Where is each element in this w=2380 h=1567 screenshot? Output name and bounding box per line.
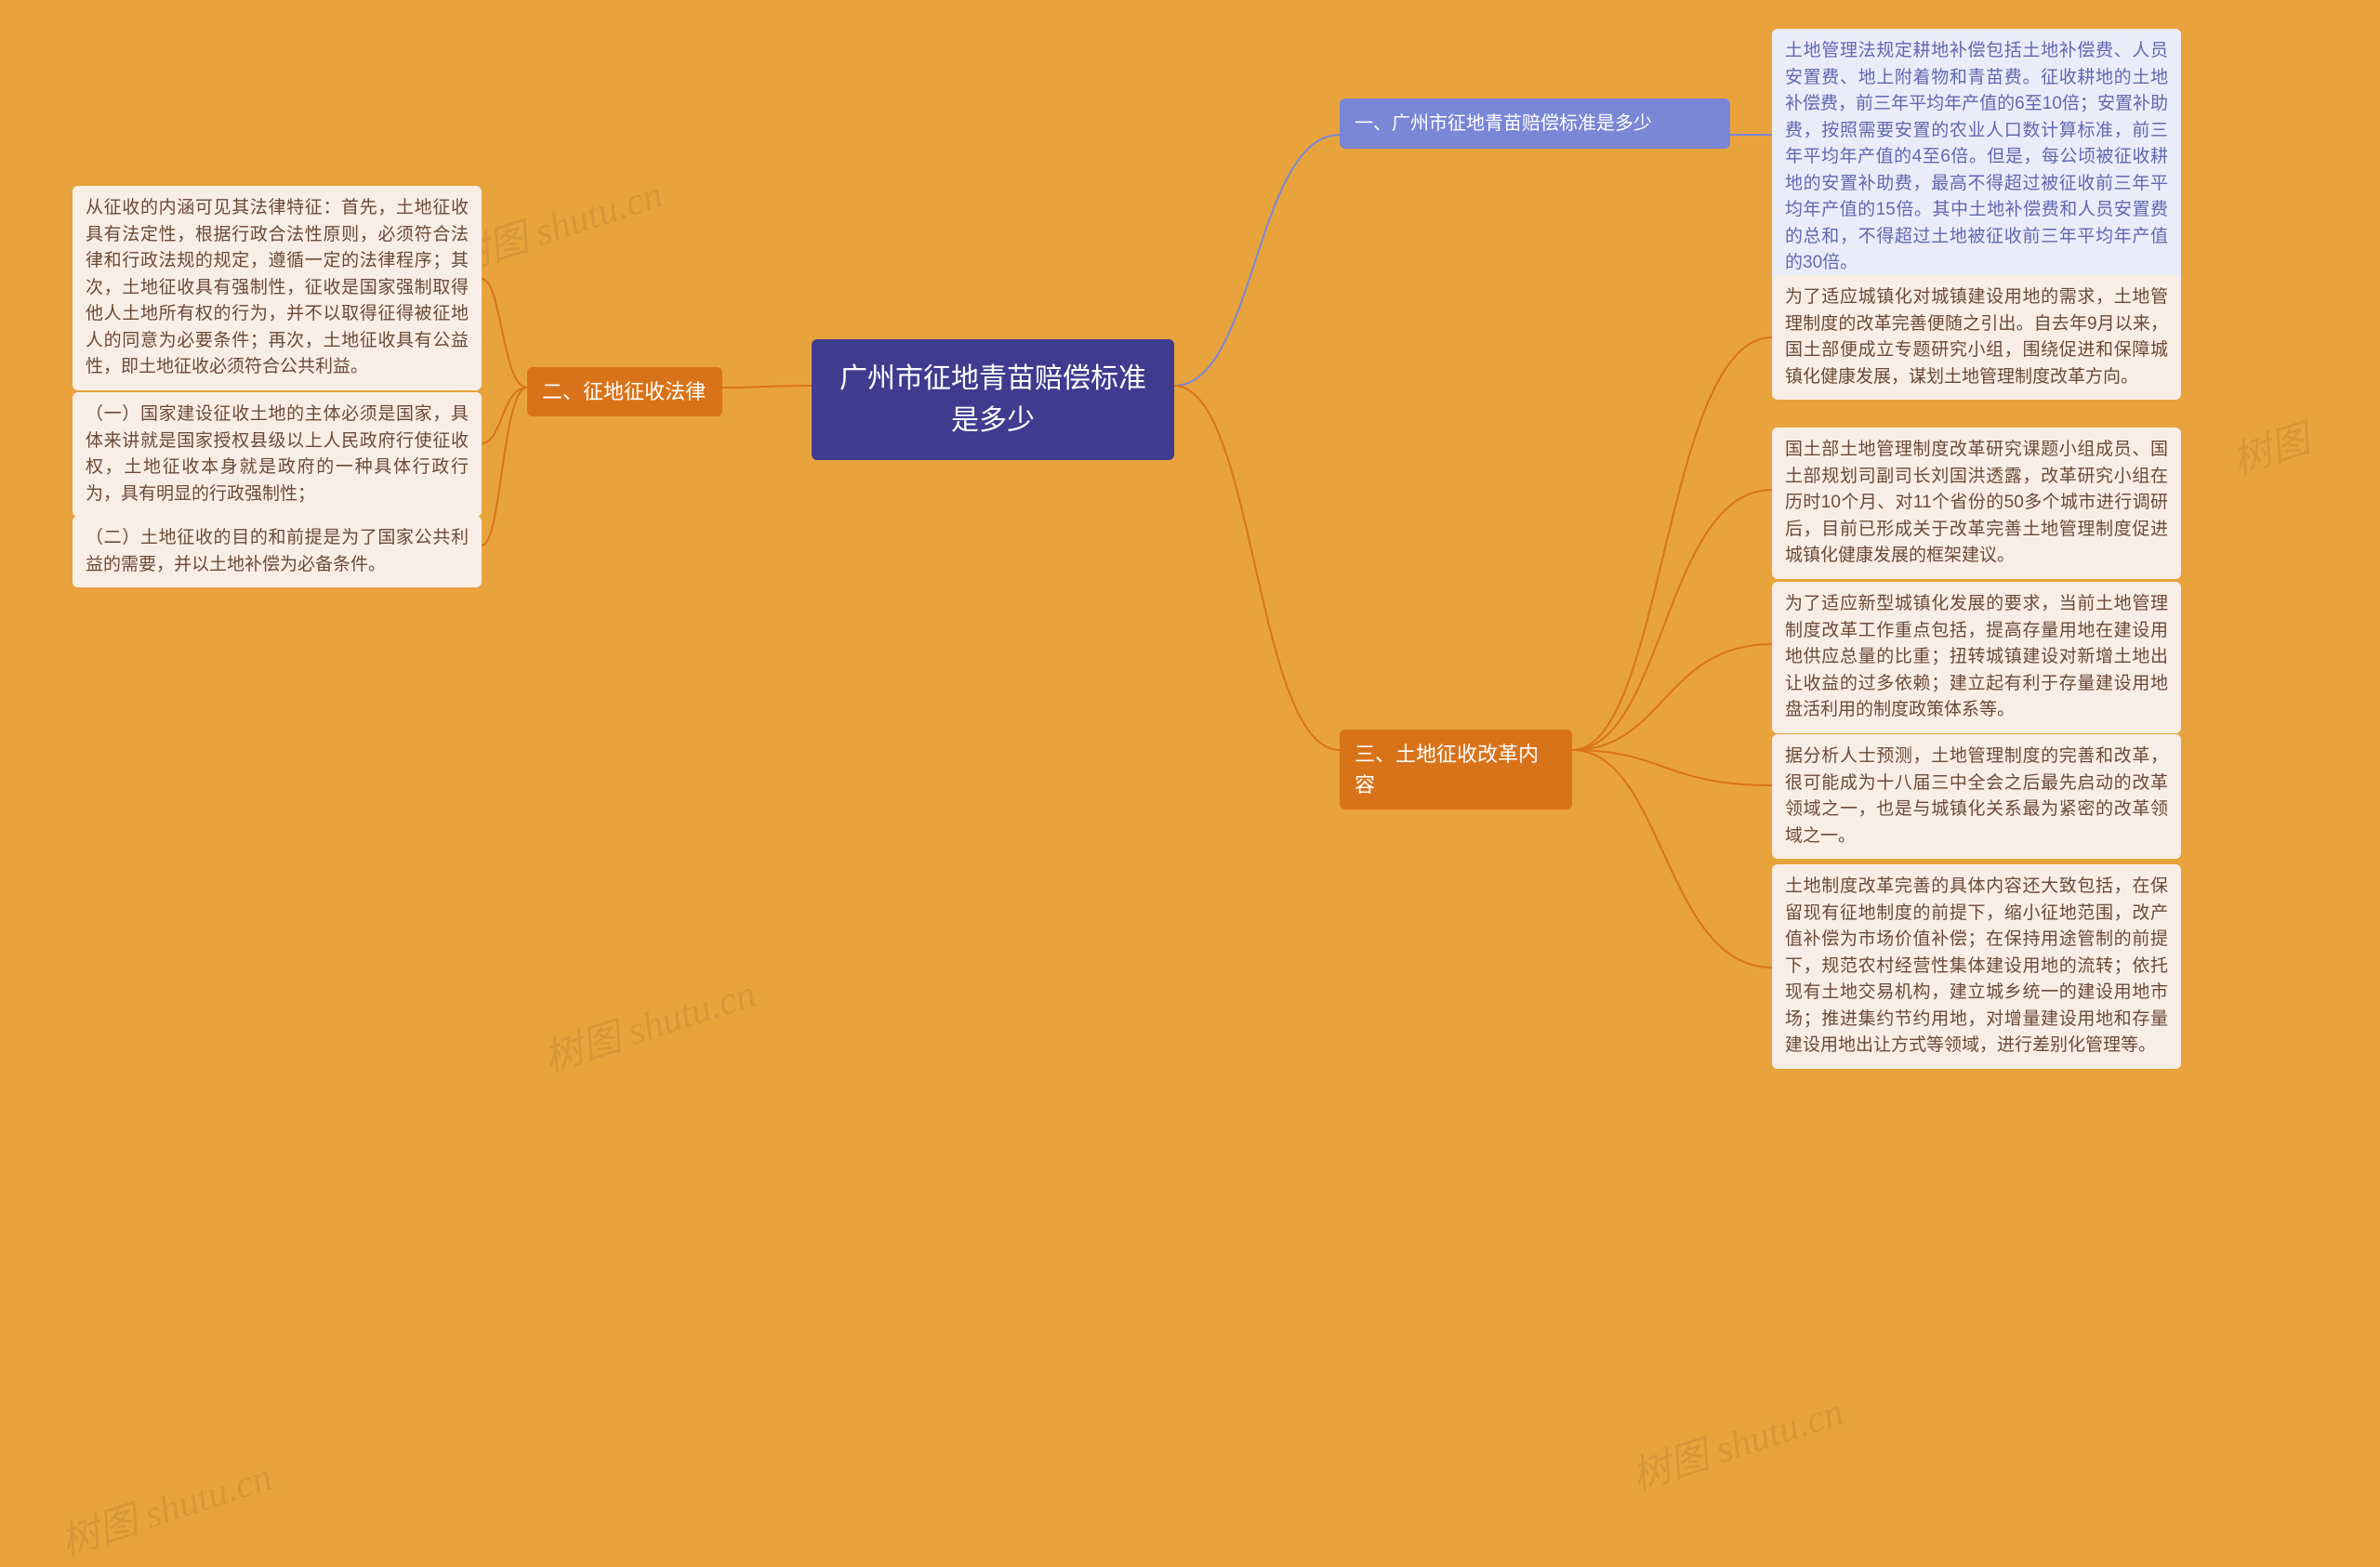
branch-node-1[interactable]: 一、广州市征地青苗赔偿标准是多少 xyxy=(1340,99,1730,149)
branch-node-2[interactable]: 二、征地征收法律 xyxy=(527,367,722,416)
leaf-node[interactable]: （二）土地征收的目的和前提是为了国家公共利益的需要，并以土地补偿为必备条件。 xyxy=(73,516,482,587)
branch-node-3[interactable]: 三、土地征收改革内容 xyxy=(1340,730,1572,810)
branch-1-text: 一、广州市征地青苗赔偿标准是多少 xyxy=(1355,113,1652,134)
leaf-text: 为了适应城镇化对城镇建设用地的需求，土地管理制度的改革完善便随之引出。自去年9月… xyxy=(1785,287,2168,387)
leaf-node[interactable]: 国土部土地管理制度改革研究课题小组成员、国土部规划司副司长刘国洪透露，改革研究小… xyxy=(1772,428,2181,579)
leaf-text: （二）土地征收的目的和前提是为了国家公共利益的需要，并以土地补偿为必备条件。 xyxy=(86,528,469,574)
branch-2-text: 二、征地征收法律 xyxy=(542,380,706,403)
leaf-node[interactable]: （一）国家建设征收土地的主体必须是国家，具体来讲就是国家授权县级以上人民政府行使… xyxy=(73,392,482,517)
leaf-text: 为了适应新型城镇化发展的要求，当前土地管理制度改革工作重点包括，提高存量用地在建… xyxy=(1785,594,2168,719)
leaf-node[interactable]: 为了适应新型城镇化发展的要求，当前土地管理制度改革工作重点包括，提高存量用地在建… xyxy=(1772,582,2181,733)
center-node[interactable]: 广州市征地青苗赔偿标准是多少 xyxy=(812,339,1174,460)
leaf-node[interactable]: 土地管理法规定耕地补偿包括土地补偿费、人员安置费、地上附着物和青苗费。征收耕地的… xyxy=(1772,29,2181,286)
watermark: 树图 shutu.cn xyxy=(536,962,761,1084)
watermark: 树图 xyxy=(2225,408,2317,486)
leaf-text: 土地制度改革完善的具体内容还大致包括，在保留现有征地制度的前提下，缩小征地范围，… xyxy=(1785,876,2168,1055)
center-node-text: 广州市征地青苗赔偿标准是多少 xyxy=(840,363,1146,436)
leaf-node[interactable]: 土地制度改革完善的具体内容还大致包括，在保留现有征地制度的前提下，缩小征地范围，… xyxy=(1772,864,2181,1069)
leaf-text: 土地管理法规定耕地补偿包括土地补偿费、人员安置费、地上附着物和青苗费。征收耕地的… xyxy=(1785,41,2168,272)
leaf-text: 据分析人士预测，土地管理制度的完善和改革，很可能成为十八届三中全会之后最先启动的… xyxy=(1785,746,2168,846)
watermark: 树图 shutu.cn xyxy=(52,1445,278,1567)
leaf-node[interactable]: 为了适应城镇化对城镇建设用地的需求，土地管理制度的改革完善便随之引出。自去年9月… xyxy=(1772,275,2181,400)
leaf-text: （一）国家建设征收土地的主体必须是国家，具体来讲就是国家授权县级以上人民政府行使… xyxy=(86,404,469,504)
leaf-node[interactable]: 从征收的内涵可见其法律特征：首先，土地征收具有法定性，根据行政合法性原则，必须符… xyxy=(73,186,482,390)
leaf-node[interactable]: 据分析人士预测，土地管理制度的完善和改革，很可能成为十八届三中全会之后最先启动的… xyxy=(1772,734,2181,859)
branch-3-text: 三、土地征收改革内容 xyxy=(1355,743,1539,797)
leaf-text: 国土部土地管理制度改革研究课题小组成员、国土部规划司副司长刘国洪透露，改革研究小… xyxy=(1785,440,2168,565)
leaf-text: 从征收的内涵可见其法律特征：首先，土地征收具有法定性，根据行政合法性原则，必须符… xyxy=(86,198,469,376)
watermark: 树图 shutu.cn xyxy=(1623,1380,1849,1502)
